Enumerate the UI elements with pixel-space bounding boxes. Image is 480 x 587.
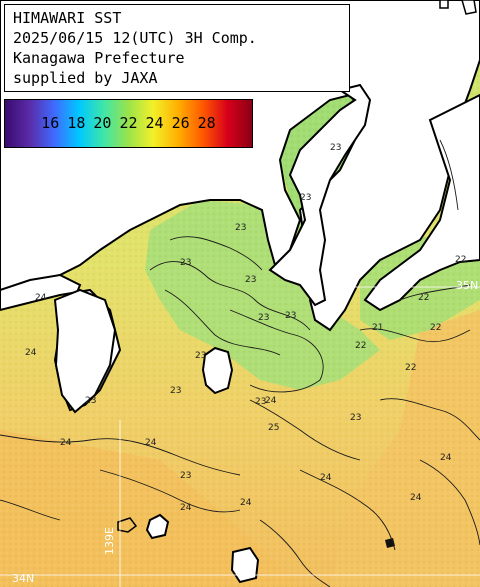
contour-label: 21	[372, 323, 383, 333]
color-scale-label: 28	[197, 114, 216, 132]
lat-label-left: 34N	[12, 572, 34, 585]
contour-label: 24	[145, 438, 157, 448]
color-scale-label: 16	[41, 114, 60, 132]
contour-label: 24	[60, 438, 72, 448]
color-scale-bar: 16 18 20 22 24 26 28	[4, 99, 253, 148]
contour-lines	[0, 139, 480, 587]
color-scale-label: 22	[119, 114, 138, 132]
contour-label: 24	[320, 473, 332, 483]
contour-label: 23	[85, 396, 96, 406]
color-scale-label: 18	[67, 114, 86, 132]
contour-label: 24	[35, 293, 47, 303]
contour-label: 23	[285, 311, 296, 321]
island-south	[230, 546, 260, 584]
color-scale-label: 24	[145, 114, 164, 132]
island-oshima	[201, 346, 234, 395]
title-box: HIMAWARI SST 2025/06/15 12(UTC) 3H Comp.…	[4, 4, 350, 92]
lat-label-right: 35N	[456, 279, 478, 292]
title-line-2: 2025/06/15 12(UTC) 3H Comp.	[13, 29, 257, 47]
contour-label: 24	[265, 396, 277, 406]
contour-label: 22	[355, 341, 366, 351]
contour-label: 24	[25, 348, 37, 358]
color-scale-labels: 16 18 20 22 24 26 28	[5, 114, 252, 132]
land-izu-peninsula	[53, 288, 117, 414]
contour-label: 23	[258, 313, 269, 323]
land-boso	[363, 93, 480, 312]
lon-label: 139E	[103, 527, 116, 555]
contour-label: 23	[245, 275, 256, 285]
title-line-4: supplied by JAXA	[13, 69, 158, 87]
contour-label: 22	[418, 293, 429, 303]
contour-label: 23	[180, 471, 191, 481]
contour-label: 23	[350, 413, 361, 423]
color-scale-label: 20	[93, 114, 112, 132]
contour-label: 22	[455, 255, 466, 265]
island-small-1	[145, 513, 170, 540]
contour-label: 23	[195, 351, 206, 361]
contour-label: 24	[180, 503, 192, 513]
contour-label: 22	[430, 323, 441, 333]
contour-label: 23	[235, 223, 246, 233]
island-tiny-1	[439, 0, 449, 9]
contour-label: 23	[330, 143, 341, 153]
title-line-3: Kanagawa Prefecture	[13, 49, 185, 67]
contour-label: 22	[405, 363, 416, 373]
contour-label: 23	[300, 193, 311, 203]
graticule	[0, 286, 480, 587]
island-small-2	[117, 517, 138, 533]
color-scale-label: 26	[171, 114, 190, 132]
contour-label: 23	[170, 386, 181, 396]
contour-label: 24	[410, 493, 422, 503]
contour-label: 25	[268, 423, 279, 433]
contour-label: 23	[255, 397, 266, 407]
contour-label: 24	[440, 453, 452, 463]
island-tiny-2	[461, 0, 477, 15]
land-miura-peninsula	[268, 83, 372, 307]
contour-label: 23	[180, 258, 191, 268]
contour-label: 24	[240, 498, 252, 508]
title-line-1: HIMAWARI SST	[13, 9, 122, 27]
